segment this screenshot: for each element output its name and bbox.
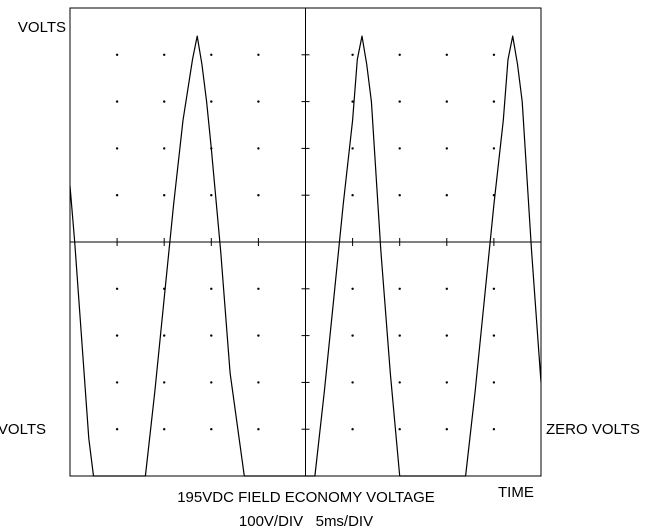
grid-dot xyxy=(257,428,260,431)
grid-dot xyxy=(445,287,448,290)
grid-dot xyxy=(398,381,401,384)
grid-dot xyxy=(398,334,401,337)
grid-dot xyxy=(257,381,260,384)
grid-dot xyxy=(115,381,119,384)
grid-dot xyxy=(210,100,213,103)
grid-dot xyxy=(163,147,166,150)
grid-dot xyxy=(398,53,401,56)
grid-dot xyxy=(115,287,119,290)
grid-dot xyxy=(163,53,166,56)
grid-dot xyxy=(210,381,213,384)
grid-dot xyxy=(257,53,260,56)
grid-dot xyxy=(115,147,119,150)
grid-dot xyxy=(492,53,496,56)
grid-dot xyxy=(398,194,401,197)
grid-dot xyxy=(163,194,166,197)
grid-dot xyxy=(210,428,213,431)
grid-dot xyxy=(257,194,260,197)
grid-dot xyxy=(445,147,448,150)
grid-dot xyxy=(115,53,119,56)
grid-dot xyxy=(492,147,496,150)
scope-axes xyxy=(69,7,542,477)
grid-dot xyxy=(398,428,401,431)
grid-dot xyxy=(351,428,354,431)
grid-dot xyxy=(445,381,448,384)
grid-dot xyxy=(351,194,354,197)
grid-dot xyxy=(351,147,354,150)
grid-dot xyxy=(163,334,166,337)
grid-dot xyxy=(398,100,401,103)
grid-dot xyxy=(445,100,448,103)
chart-subtitle: 100V/DIV 5ms/DIV xyxy=(239,513,373,530)
grid-dot xyxy=(445,428,448,431)
grid-dot xyxy=(163,428,166,431)
grid-dot xyxy=(445,334,448,337)
x-axis-label: TIME xyxy=(498,484,534,501)
grid-dot xyxy=(115,194,119,197)
grid-dot xyxy=(115,334,119,337)
grid-dot xyxy=(351,53,354,56)
right-reference-label: ZERO VOLTS xyxy=(546,421,640,438)
grid-dot xyxy=(492,287,496,290)
waveform-trace xyxy=(69,35,542,477)
grid-dot xyxy=(257,287,260,290)
grid-dot xyxy=(445,194,448,197)
graticule-dots xyxy=(115,53,496,431)
grid-dot xyxy=(351,381,354,384)
grid-dot xyxy=(492,334,496,337)
grid-dot xyxy=(351,287,354,290)
grid-dot xyxy=(492,381,496,384)
grid-dot xyxy=(115,428,119,431)
grid-dot xyxy=(351,100,354,103)
grid-dot xyxy=(492,428,496,431)
grid-dot xyxy=(492,100,496,103)
grid-dot xyxy=(398,287,401,290)
y-axis-label: VOLTS xyxy=(18,19,66,36)
grid-dot xyxy=(210,287,213,290)
grid-dot xyxy=(210,194,213,197)
grid-dot xyxy=(257,147,260,150)
grid-dot xyxy=(210,334,213,337)
left-reference-label: VOLTS xyxy=(0,421,46,438)
waveform-layer xyxy=(69,35,542,477)
grid-dot xyxy=(163,100,166,103)
grid-dot xyxy=(210,53,213,56)
grid-dot xyxy=(257,100,260,103)
chart-title: 195VDC FIELD ECONOMY VOLTAGE xyxy=(177,489,435,506)
grid-dot xyxy=(163,381,166,384)
grid-dot xyxy=(351,334,354,337)
grid-dot xyxy=(445,53,448,56)
grid-dot xyxy=(257,334,260,337)
grid-dot xyxy=(115,100,119,103)
grid-dot xyxy=(398,147,401,150)
